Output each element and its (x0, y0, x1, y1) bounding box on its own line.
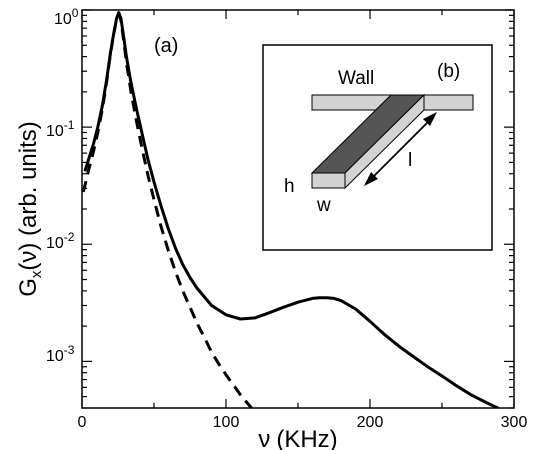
x-tick-label-300: 300 (501, 414, 528, 431)
panel-label-b: (b) (437, 61, 460, 82)
y-tick-labels: 100 10-1 10-2 10-3 (46, 6, 79, 365)
x-tick-labels: 0 100 200 300 (78, 414, 528, 431)
y-tick-label-1e-3: 10-3 (46, 343, 75, 365)
panel-label-a: (a) (154, 35, 178, 57)
y-tick-label-1e-2: 10-2 (46, 230, 75, 252)
width-label: w (316, 195, 331, 216)
axis-ticks (81, 9, 515, 409)
length-arrow-head-top (423, 112, 437, 126)
x-tick-label-100: 100 (213, 414, 240, 431)
inset-panel: (b) Wall l h w (262, 44, 493, 251)
y-tick-label-1e0: 100 (54, 6, 79, 28)
length-label: l (408, 150, 412, 171)
y-tick-label-1e-1: 10-1 (46, 118, 75, 140)
x-axis-title: ν (KHz) (258, 426, 337, 450)
dashed-series-line (82, 12, 254, 408)
length-arrow-head-bottom (364, 172, 378, 186)
solid-series-line (83, 11, 499, 408)
wall-label: Wall (338, 68, 374, 89)
y-axis-title: Gx(ν) (arb. units) (15, 121, 45, 297)
height-label: h (284, 176, 295, 197)
length-arrow (367, 115, 435, 183)
beam-front-face (311, 172, 346, 189)
x-tick-label-0: 0 (78, 414, 87, 431)
x-tick-label-200: 200 (357, 414, 384, 431)
